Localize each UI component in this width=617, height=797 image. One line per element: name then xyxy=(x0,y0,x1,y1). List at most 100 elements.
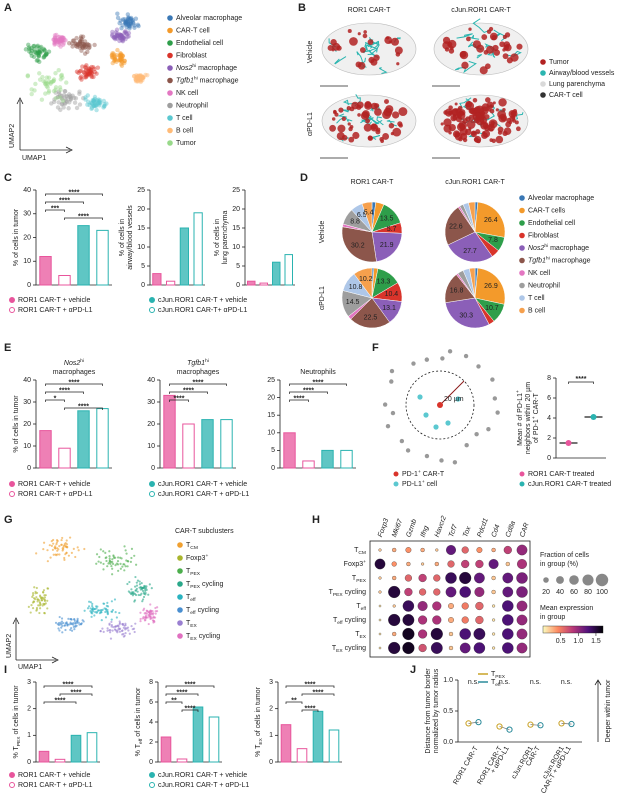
umap-point xyxy=(62,37,67,43)
umap-point xyxy=(141,598,145,601)
gene-label: Havcr2 xyxy=(434,515,448,538)
umap-point xyxy=(145,612,148,615)
y-tick-label: 5 xyxy=(236,263,240,270)
umap-point xyxy=(142,615,145,619)
umap-point xyxy=(118,18,123,23)
legend-label: NK cell xyxy=(176,90,199,97)
umap-point xyxy=(119,562,122,565)
umap-point xyxy=(63,624,66,627)
umap-point xyxy=(150,587,153,590)
umap-point xyxy=(113,628,117,631)
umap-point xyxy=(134,585,137,588)
expression-dot xyxy=(402,641,415,655)
gene-label: CAR xyxy=(519,522,531,538)
point xyxy=(506,726,513,733)
pie-slice xyxy=(371,231,403,262)
umap-point xyxy=(108,557,111,560)
umap-point xyxy=(134,73,139,78)
umap-point xyxy=(119,56,125,62)
expression-dot xyxy=(502,642,514,654)
umap-point xyxy=(55,38,61,43)
umap-point xyxy=(62,548,65,551)
umap-point xyxy=(111,51,116,56)
panel-letter: H xyxy=(312,514,320,526)
x-tick-label: ROR1 CAR-T xyxy=(452,745,480,786)
umap-point xyxy=(67,41,72,46)
size-key xyxy=(569,575,579,585)
umap-point xyxy=(81,69,87,75)
umap-point xyxy=(58,77,63,82)
umap-point xyxy=(89,73,94,78)
text-part: Foxp3 xyxy=(186,555,206,562)
umap-point xyxy=(77,69,83,74)
tumor-nodule xyxy=(466,120,476,129)
tumor-nodule xyxy=(347,28,352,34)
legend-label: TPEX xyxy=(491,671,506,680)
umap-point xyxy=(51,37,57,42)
text-part: % T xyxy=(255,744,262,757)
legend-swatch xyxy=(167,15,173,21)
vessel xyxy=(476,54,483,59)
umap-point xyxy=(91,98,97,104)
legend-swatch xyxy=(393,481,399,487)
bar xyxy=(38,750,50,763)
text-part: + xyxy=(418,470,421,475)
umap-point xyxy=(46,599,49,602)
umap-point xyxy=(89,607,92,610)
slice-label: 8.8 xyxy=(350,219,360,226)
umap-point xyxy=(111,608,114,612)
umap-point xyxy=(128,580,131,584)
text-part: cycling xyxy=(343,617,366,624)
sig-label: **** xyxy=(303,387,314,394)
umap-point xyxy=(148,610,151,613)
umap-point xyxy=(77,41,83,47)
tumor-nodule xyxy=(351,101,359,110)
sig-label: **** xyxy=(177,689,188,696)
legend-label: ROR1 CAR-T + vehicle xyxy=(18,481,91,488)
umap-point xyxy=(70,44,75,49)
umap-point xyxy=(125,20,131,25)
vessel xyxy=(454,66,466,71)
umap-point xyxy=(124,624,127,627)
legend-label: Teff xyxy=(491,679,501,688)
bar xyxy=(39,256,52,286)
y-tick-label: 15 xyxy=(137,225,145,232)
umap-point xyxy=(77,43,82,48)
sig-bracket xyxy=(64,407,103,410)
umap-point xyxy=(84,63,89,68)
expression-dot xyxy=(378,590,382,594)
size-key xyxy=(595,573,609,587)
axis-line xyxy=(555,378,606,459)
expression-dot xyxy=(419,588,427,596)
legend-swatch xyxy=(519,195,525,201)
vessel xyxy=(342,99,357,106)
umap-point xyxy=(83,68,89,73)
tumor-nodule xyxy=(373,54,380,61)
legend-swatch xyxy=(9,772,15,778)
umap-point xyxy=(118,53,124,58)
umap-point xyxy=(97,609,101,612)
legend-swatch xyxy=(177,607,183,613)
umap-point xyxy=(89,64,94,70)
text-part: EX xyxy=(190,636,197,642)
legend-label: B cell xyxy=(176,127,194,134)
umap-point xyxy=(43,82,48,87)
legend-swatch xyxy=(177,581,183,587)
umap-point xyxy=(104,616,108,619)
umap-point xyxy=(53,37,59,43)
umap-point xyxy=(97,98,103,103)
panel-letter: A xyxy=(4,2,12,14)
legend-swatch xyxy=(393,471,399,477)
umap-point xyxy=(111,35,117,40)
y-tick-label: 40 xyxy=(23,187,31,194)
umap-point xyxy=(36,53,41,59)
y-axis-label: % of cells in tumor xyxy=(13,395,20,453)
expression-dot xyxy=(391,561,397,567)
umap-point xyxy=(118,33,123,38)
umap-point xyxy=(131,628,134,631)
umap-point xyxy=(125,16,131,21)
legend-swatch xyxy=(167,115,173,121)
slice-label: 14.5 xyxy=(346,299,360,306)
umap-point xyxy=(149,603,152,606)
expression-dot xyxy=(448,645,454,651)
